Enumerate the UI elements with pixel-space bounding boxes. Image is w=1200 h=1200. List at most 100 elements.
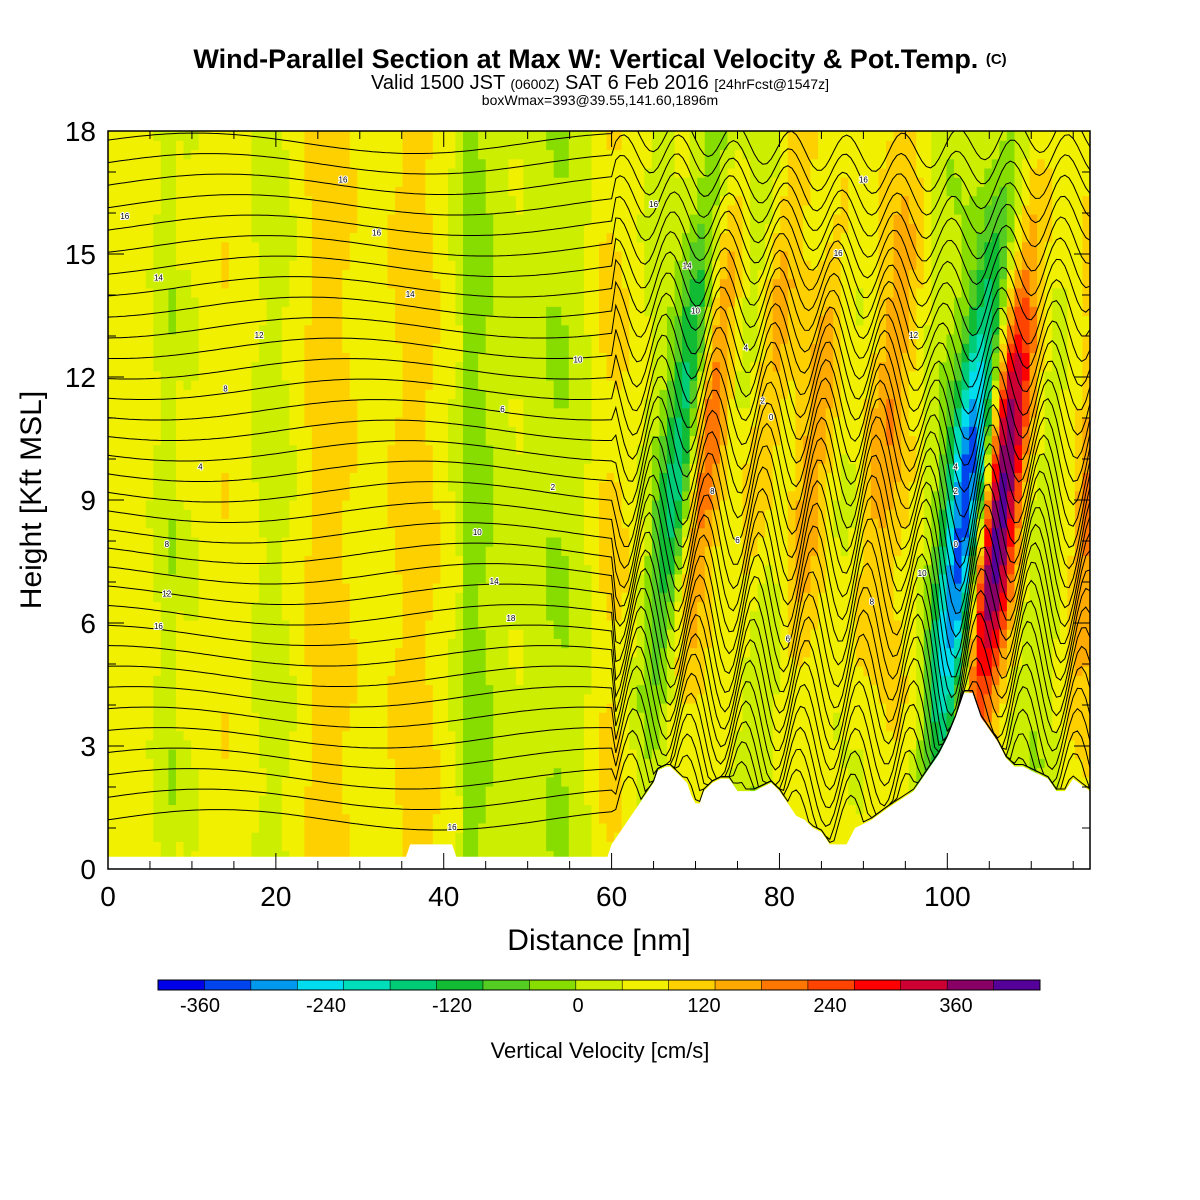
velocity-cell bbox=[500, 850, 509, 861]
velocity-cell bbox=[568, 297, 577, 307]
velocity-cell bbox=[243, 638, 253, 649]
velocity-cell bbox=[160, 333, 170, 344]
velocity-cell bbox=[274, 749, 283, 759]
velocity-cell bbox=[410, 490, 419, 501]
velocity-cell bbox=[319, 555, 328, 566]
velocity-cell bbox=[334, 416, 343, 427]
velocity-cell bbox=[553, 721, 562, 732]
velocity-cell bbox=[372, 472, 381, 483]
velocity-cell bbox=[349, 712, 358, 722]
velocity-cell bbox=[175, 656, 185, 667]
velocity-cell bbox=[402, 149, 411, 160]
velocity-cell bbox=[417, 758, 426, 769]
velocity-cell bbox=[508, 804, 517, 815]
velocity-cell bbox=[228, 315, 238, 326]
velocity-cell bbox=[138, 518, 147, 529]
velocity-cell bbox=[289, 776, 298, 787]
velocity-cell bbox=[327, 749, 336, 759]
velocity-cell bbox=[123, 204, 132, 215]
velocity-cell bbox=[228, 813, 238, 824]
velocity-cell bbox=[568, 343, 577, 353]
velocity-cell bbox=[160, 610, 170, 621]
velocity-cell bbox=[342, 832, 351, 842]
velocity-cell bbox=[168, 204, 177, 215]
velocity-cell bbox=[213, 426, 222, 437]
velocity-cell bbox=[372, 232, 381, 243]
velocity-cell bbox=[115, 389, 124, 400]
velocity-cell bbox=[115, 398, 124, 409]
velocity-cell bbox=[138, 638, 147, 649]
velocity-cell bbox=[364, 804, 373, 815]
velocity-cell bbox=[145, 509, 154, 520]
velocity-cell bbox=[387, 463, 396, 473]
velocity-cell bbox=[243, 158, 253, 169]
velocity-cell bbox=[130, 315, 139, 326]
velocity-cell bbox=[500, 564, 509, 575]
velocity-cell bbox=[515, 149, 525, 160]
velocity-cell bbox=[304, 684, 313, 695]
velocity-cell bbox=[538, 398, 547, 409]
velocity-cell bbox=[206, 131, 215, 141]
velocity-cell bbox=[115, 149, 124, 160]
velocity-cell bbox=[417, 241, 426, 252]
velocity-cell bbox=[531, 647, 540, 658]
velocity-cell bbox=[447, 426, 457, 437]
velocity-cell bbox=[349, 619, 358, 630]
velocity-cell bbox=[523, 250, 532, 261]
velocity-cell bbox=[500, 214, 509, 224]
velocity-cell bbox=[115, 352, 124, 363]
velocity-cell bbox=[138, 564, 147, 575]
velocity-cell bbox=[342, 583, 351, 593]
velocity-cell bbox=[372, 140, 381, 151]
velocity-cell bbox=[289, 426, 298, 437]
velocity-cell bbox=[334, 333, 343, 344]
velocity-cell bbox=[342, 638, 351, 649]
velocity-cell bbox=[251, 666, 260, 676]
velocity-cell bbox=[410, 601, 419, 612]
velocity-cell bbox=[455, 564, 464, 575]
velocity-cell bbox=[357, 250, 366, 261]
velocity-cell bbox=[508, 131, 517, 141]
velocity-cell bbox=[327, 278, 336, 289]
velocity-cell bbox=[349, 370, 358, 381]
velocity-cell bbox=[470, 629, 479, 639]
velocity-cell bbox=[410, 241, 419, 252]
velocity-cell bbox=[402, 758, 411, 769]
velocity-cell bbox=[175, 712, 185, 722]
velocity-cell bbox=[553, 712, 562, 722]
velocity-cell bbox=[311, 361, 321, 372]
velocity-cell bbox=[281, 214, 290, 224]
velocity-cell bbox=[168, 352, 177, 363]
velocity-cell bbox=[266, 785, 275, 796]
velocity-cell bbox=[281, 767, 290, 778]
velocity-cell bbox=[561, 287, 570, 298]
velocity-cell bbox=[304, 638, 313, 649]
velocity-cell bbox=[228, 426, 238, 437]
velocity-cell bbox=[183, 177, 192, 187]
velocity-cell bbox=[463, 416, 472, 427]
velocity-cell bbox=[531, 592, 540, 603]
velocity-cell bbox=[478, 333, 487, 344]
velocity-cell bbox=[379, 749, 389, 759]
velocity-cell bbox=[455, 158, 464, 169]
velocity-cell bbox=[160, 795, 170, 806]
velocity-cell bbox=[379, 315, 389, 326]
velocity-cell bbox=[266, 306, 275, 317]
velocity-cell bbox=[213, 712, 222, 722]
velocity-cell bbox=[395, 398, 404, 409]
velocity-cell bbox=[546, 167, 555, 178]
velocity-cell bbox=[153, 278, 162, 289]
velocity-cell bbox=[455, 333, 464, 344]
velocity-cell bbox=[153, 841, 162, 852]
velocity-cell bbox=[145, 804, 154, 815]
velocity-cell bbox=[319, 453, 328, 464]
velocity-cell bbox=[500, 804, 509, 815]
velocity-cell bbox=[463, 315, 472, 326]
velocity-cell bbox=[463, 693, 472, 704]
velocity-cell bbox=[198, 435, 207, 446]
velocity-cell bbox=[213, 324, 222, 335]
velocity-cell bbox=[372, 380, 381, 390]
velocity-cell bbox=[160, 232, 170, 243]
velocity-cell bbox=[410, 297, 419, 307]
velocity-cell bbox=[470, 490, 479, 501]
